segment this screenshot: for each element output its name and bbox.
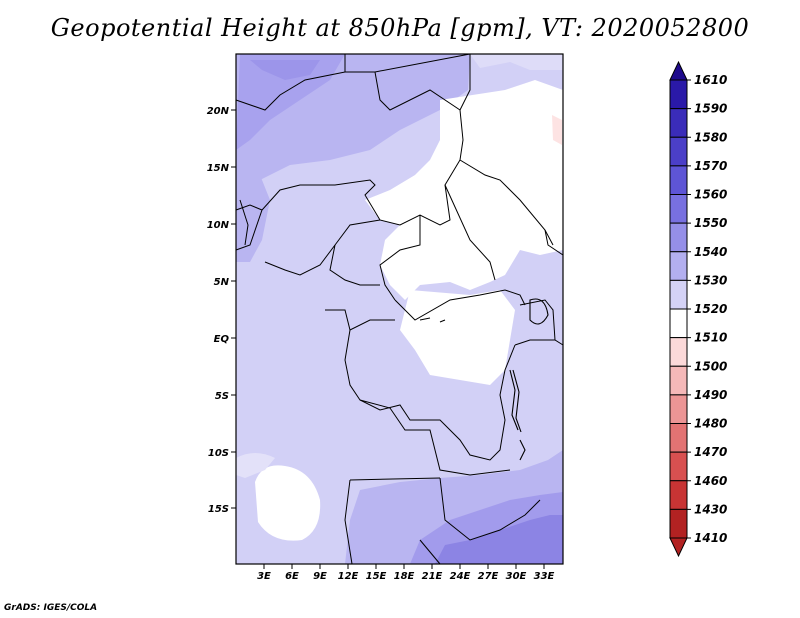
colorbar-label: 1610 — [694, 73, 727, 87]
lon-tick-label: 24E — [450, 571, 471, 582]
lon-tick-label: 30E — [506, 571, 527, 582]
colorbar-label: 1500 — [694, 359, 727, 373]
colorbar-segment — [669, 423, 688, 453]
colorbar-segment — [669, 136, 688, 167]
lat-tick-label: 10S — [208, 448, 229, 459]
colorbar-label: 1520 — [694, 302, 727, 316]
colorbar-segment — [669, 337, 688, 367]
colorbar-segment — [669, 480, 688, 510]
colorbar-label: 1460 — [694, 474, 727, 488]
colorbar-label: 1540 — [694, 245, 727, 259]
colorbar-label: 1530 — [694, 273, 727, 287]
colorbar-label: 1590 — [694, 102, 727, 116]
lake-outlines — [419, 298, 549, 461]
colorbar-segment — [669, 79, 688, 110]
map-area — [235, 53, 564, 565]
colorbar-label: 1480 — [694, 417, 727, 431]
colorbar-bottom-arrow — [669, 537, 688, 558]
lat-tick-label: 15N — [207, 163, 230, 174]
lon-tick-label: 3E — [257, 571, 271, 582]
lat-tick-label: 15S — [208, 504, 229, 515]
colorbar-segment — [669, 279, 688, 310]
contour-1510-patch — [552, 115, 562, 145]
colorbar-segment — [669, 108, 688, 138]
colorbar: 1610 1590 1580 1570 1560 1550 1540 1530 1520 1510… — [669, 60, 727, 558]
colorbar-label: 1430 — [694, 502, 727, 516]
colorbar-segment — [669, 394, 688, 424]
lat-tick-label: EQ — [214, 334, 230, 345]
colorbar-segment — [669, 308, 688, 339]
contour-1530-sw — [236, 453, 275, 478]
contour-1520-congo — [400, 290, 515, 385]
lat-tick-label: 5S — [215, 391, 229, 402]
colorbar-segment — [669, 365, 688, 396]
lon-tick-label: 33E — [534, 571, 555, 582]
colorbar-label: 1550 — [694, 216, 727, 230]
contour-1520-sw — [255, 465, 321, 541]
colorbar-label: 1580 — [694, 130, 727, 144]
map-frame — [235, 53, 564, 565]
colorbar-label: 1470 — [694, 445, 727, 459]
colorbar-segment — [669, 251, 688, 281]
longitude-axis: 3E 6E 9E 12E 15E 18E 21E 24E 27E 30E 33E — [257, 564, 555, 582]
contour-1550-north — [236, 54, 345, 150]
colorbar-label: 1510 — [694, 331, 727, 345]
lon-tick-label: 9E — [313, 571, 327, 582]
latitude-axis: 20N 15N 10N 5N EQ 5S 10S 15S — [207, 106, 236, 515]
colorbar-label: 1410 — [694, 531, 727, 545]
colorbar-segment — [669, 194, 688, 224]
colorbar-top-arrow — [669, 60, 688, 81]
lon-tick-label: 12E — [338, 571, 359, 582]
lat-tick-label: 5N — [214, 277, 230, 288]
lon-tick-label: 21E — [422, 571, 443, 582]
country-boundaries — [235, 53, 564, 565]
map-title: Geopotential Height at 850hPa [gpm], VT:… — [50, 14, 750, 42]
contour-1530-ne — [470, 54, 563, 70]
colorbar-segment — [669, 222, 688, 253]
lat-tick-label: 10N — [207, 220, 230, 231]
colorbar-segment — [669, 165, 688, 195]
colorbar-segment — [669, 451, 688, 482]
lon-tick-label: 6E — [285, 571, 299, 582]
colorbar-segment — [669, 508, 688, 539]
lon-tick-label: 18E — [394, 571, 415, 582]
colorbar-label: 1570 — [694, 159, 727, 173]
colorbar-label: 1490 — [694, 388, 727, 402]
contour-1550-patch — [250, 60, 320, 80]
contour-1560-south — [435, 515, 563, 564]
contour-1520-central — [365, 80, 563, 300]
colorbar-label: 1560 — [694, 188, 727, 202]
contour-1540-west — [236, 170, 270, 262]
lon-tick-label: 27E — [478, 571, 499, 582]
lon-tick-label: 15E — [366, 571, 387, 582]
lat-tick-label: 20N — [207, 106, 230, 117]
credit-label: GrADS: IGES/COLA — [4, 603, 98, 613]
